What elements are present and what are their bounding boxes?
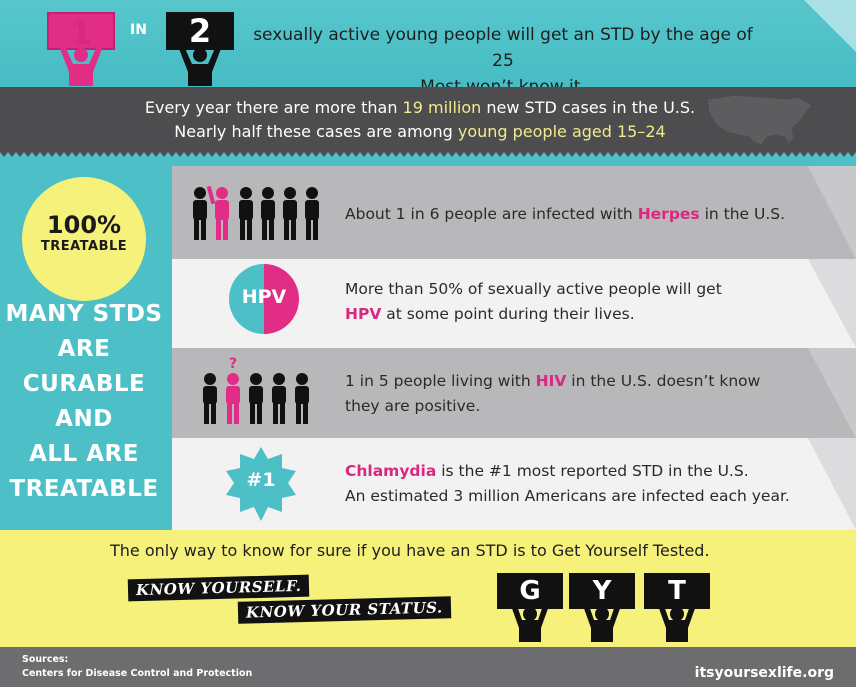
row-fold [808,259,856,348]
row-fold [808,438,856,530]
hpv-icon-label: HPV [241,286,287,308]
chlamydia-highlight: Chlamydia [345,462,437,480]
six-people-icon [193,186,319,240]
pink-person-holding-sign-icon [59,46,103,86]
top-line-1: sexually active young people will get an… [253,25,753,71]
hpv-line-1: More than 50% of sexually active people … [345,280,722,298]
herpes-highlight: Herpes [637,205,700,223]
herpes-pre: About 1 in 6 people are infected with [345,205,638,223]
stats-line-1-pre: Every year there are more than [144,98,403,117]
headline-line: AND [55,406,113,432]
hpv-pie-icon: HPV [229,264,299,334]
sources-label: Sources: [22,654,69,665]
hpv-pie-right [264,264,299,334]
stats-line-2-highlight: young people aged 15–24 [457,122,666,141]
footer [0,647,856,687]
hpv-pie-left [229,264,264,334]
hiv-row [172,348,856,438]
left-headline: MANY STDS ARE CURABLE AND ALL ARE TREATA… [0,297,168,507]
treatable-label: TREATABLE [40,239,128,254]
hiv-pre: 1 in 5 people living with [345,372,536,390]
headline-line: ALL ARE [29,441,139,467]
row-fold [808,348,856,438]
row-fold [808,166,856,259]
chlamydia-text: Chlamydia is the #1 most reported STD in… [345,459,790,509]
headline-line: CURABLE [22,371,146,397]
herpes-text: About 1 in 6 people are infected with He… [345,202,785,227]
person-holding-g-icon [509,600,551,642]
hiv-line-2: they are positive. [345,397,481,415]
headline-line: ARE [57,336,111,362]
headline-line: TREATABLE [9,476,159,502]
stats-line-1-post: new STD cases in the U.S. [481,98,696,117]
herpes-post: in the U.S. [699,205,786,223]
hpv-post: at some point during their lives. [381,305,635,323]
stats-line-1-highlight: 19 million [402,98,482,117]
chlamydia-line-2: An estimated 3 million Americans are inf… [345,487,790,505]
person-holding-y-icon [581,600,623,642]
site-url[interactable]: itsyoursexlife.org [694,665,834,681]
chlamydia-post: is the #1 most reported STD in the U.S. [436,462,749,480]
source-name: Centers for Disease Control and Protecti… [22,668,253,679]
sign-two: 2 [166,12,234,50]
zigzag-divider [0,152,856,166]
us-map-icon [708,95,812,145]
sign-t: T [644,573,710,609]
sign-y: Y [569,573,635,609]
bottom-statement: The only way to know for sure if you hav… [110,541,710,560]
headline-line: MANY STDS [5,301,163,327]
starburst-badge-icon [226,447,296,521]
question-mark: ? [229,356,238,372]
sign-one: 1 [47,12,115,52]
person-holding-t-icon [656,600,698,642]
hpv-highlight: HPV [345,305,382,323]
stats-text: Every year there are more than 19 millio… [100,96,740,144]
badge-number: #1 [246,469,276,491]
stats-line-2-pre: Nearly half these cases are among [174,122,458,141]
sign-g: G [497,573,563,609]
treatable-percent: 100% [46,211,122,239]
hiv-post: in the U.S. doesn’t know [566,372,761,390]
top-corner-fold [804,0,856,52]
stats-band [0,87,856,154]
black-person-holding-sign-icon [178,46,222,86]
treatable-badge: 100% TREATABLE [22,177,146,301]
hiv-text: 1 in 5 people living with HIV in the U.S… [345,369,760,419]
in-label: IN [130,22,147,38]
top-banner [0,0,856,87]
hpv-text: More than 50% of sexually active people … [345,277,722,327]
five-people-icon [203,373,309,424]
hiv-highlight: HIV [535,372,567,390]
sources: Sources: Centers for Disease Control and… [22,653,252,681]
